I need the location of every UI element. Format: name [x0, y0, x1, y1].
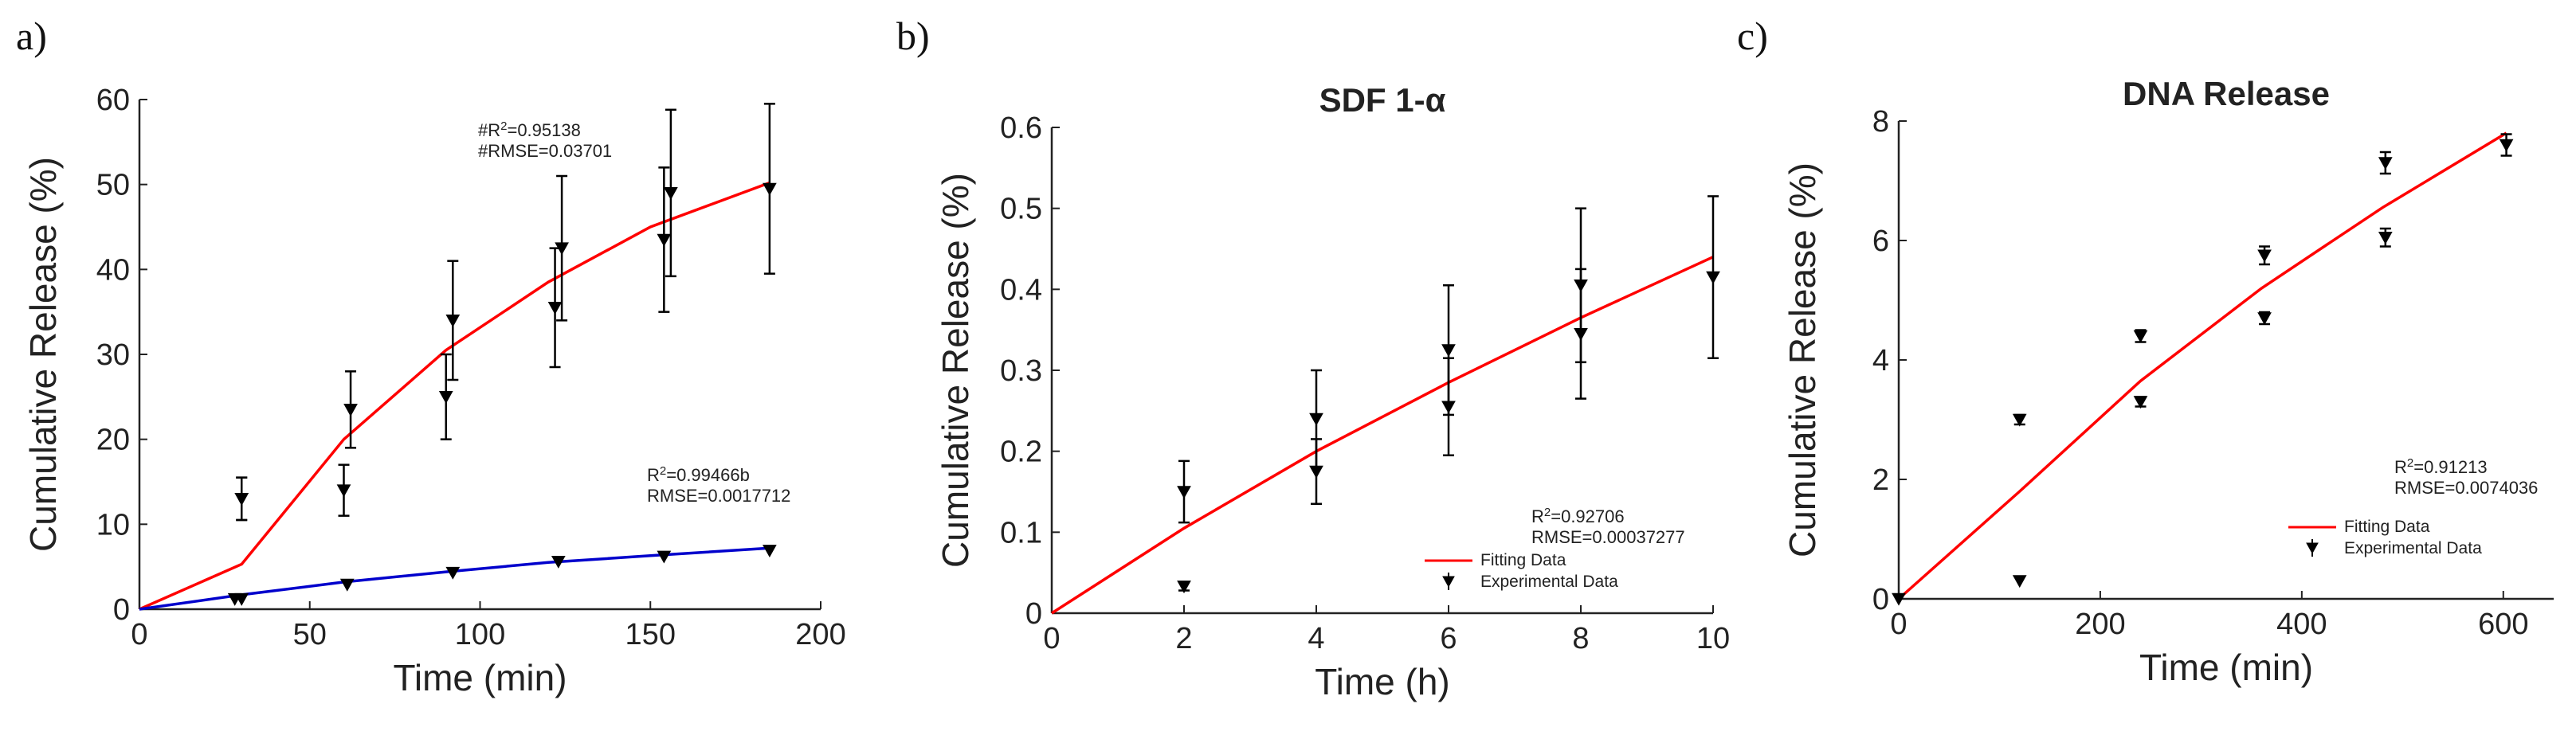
data-point-a [438, 391, 453, 404]
y-tick-label-b: 0.5 [1000, 193, 1042, 226]
x-tick-label-b: 10 [1696, 622, 1730, 655]
data-point-a [657, 233, 672, 247]
x-axis-label-a: Time (min) [393, 657, 567, 698]
y-tick-label-c: 8 [1872, 105, 1889, 139]
panel-label-b: b) [896, 14, 930, 58]
data-point-a [339, 578, 355, 592]
legend-label-exp-c: Experimental Data [2344, 539, 2482, 557]
data-point-a [336, 484, 351, 498]
annotation-rmse-a: RMSE=0.0017712 [647, 486, 790, 506]
x-axis-label-b: Time (h) [1315, 661, 1450, 702]
data-point-a [234, 493, 249, 506]
x-tick-label-c: 400 [2276, 608, 2327, 641]
y-tick-label-a: 40 [96, 253, 130, 287]
x-tick-label-a: 100 [455, 618, 505, 651]
data-point-c [2133, 330, 2148, 343]
legend-c: Fitting Data Experimental Data [2288, 518, 2482, 557]
chart-panel-b: b) SDF 1-α 0 2 4 6 8 10 0 0.1 0.2 0.3 0.4 0.5 0.6 Time … [896, 14, 1730, 702]
data-point-a [547, 302, 563, 315]
fit-line-c-1 [1897, 131, 2507, 600]
legend-label-exp-b: Experimental Data [1480, 573, 1618, 591]
x-tick-label-a: 0 [131, 618, 147, 651]
panel-label-c: c) [1737, 14, 1768, 58]
annotation-r2-b: R2=0.92706 [1531, 506, 1625, 527]
data-point-a [763, 545, 777, 558]
legend-label-fit-c: Fitting Data [2344, 518, 2430, 536]
x-tick-label-b: 6 [1440, 622, 1457, 655]
data-point-a [343, 404, 358, 416]
x-axis-label-c: Time (min) [2139, 647, 2313, 688]
x-tick-label-b: 8 [1572, 622, 1589, 655]
data-point-c [2012, 575, 2027, 588]
annotation-r2-c: R2=0.91213 [2394, 456, 2488, 478]
data-point-a [234, 592, 249, 606]
data-point-a [551, 555, 566, 569]
x-tick-label-b: 2 [1175, 622, 1192, 655]
data-point-c [2133, 396, 2148, 409]
data-point-a [445, 315, 461, 327]
data-point-c [2012, 413, 2027, 427]
data-point-a [445, 566, 461, 580]
legend-label-fit-b: Fitting Data [1480, 551, 1566, 569]
data-point-c [2378, 231, 2393, 244]
annotation-rmse-a: #RMSE=0.03701 [478, 141, 612, 161]
data-point-b [1706, 271, 1720, 284]
data-point-b [1309, 413, 1323, 426]
legend-b: Fitting Data Experimental Data [1425, 551, 1618, 591]
data-point-b [1574, 279, 1588, 292]
data-point-c [2378, 157, 2393, 170]
y-tick-label-a: 10 [96, 508, 130, 542]
x-tick-label-c: 600 [2478, 608, 2528, 641]
y-tick-label-b: 0.3 [1000, 354, 1042, 388]
x-tick-label-a: 50 [293, 618, 327, 651]
annotation-r2-a: R2=0.99466b [647, 464, 750, 486]
x-tick-label-a: 200 [795, 618, 845, 651]
y-tick-label-b: 0.4 [1000, 273, 1042, 307]
data-point-c [2257, 312, 2272, 326]
y-axis-label-b: Cumulative Release (%) [935, 173, 976, 568]
y-tick-label-a: 20 [96, 424, 130, 457]
data-point-c [1892, 592, 1906, 606]
data-point-b [1177, 581, 1191, 594]
annotation-rmse-b: RMSE=0.00037277 [1531, 527, 1685, 547]
y-tick-label-c: 4 [1872, 344, 1889, 377]
data-point-a [657, 550, 672, 564]
annotation-rmse-c: RMSE=0.0074036 [2394, 478, 2538, 498]
fit-line-b-1 [1051, 256, 1714, 615]
x-tick-label-b: 0 [1043, 622, 1060, 655]
x-tick-label-c: 0 [1890, 608, 1907, 641]
chart-title-c: DNA Release [2123, 75, 2330, 112]
x-tick-label-a: 150 [625, 618, 676, 651]
annotation-r2-a: #R2=0.95138 [478, 119, 581, 141]
data-point-c [2257, 249, 2272, 263]
y-tick-label-b: 0.2 [1000, 436, 1042, 469]
y-tick-label-c: 6 [1872, 225, 1889, 258]
chart-panel-c: c) DNA Release 0 200 400 600 0 2 4 6 8 Time (min) Cu… [1737, 14, 2554, 688]
data-point-a [763, 182, 777, 196]
y-tick-label-a: 50 [96, 169, 130, 202]
data-point-b [1441, 344, 1456, 358]
y-tick-label-b: 0.1 [1000, 516, 1042, 549]
x-tick-label-c: 200 [2075, 608, 2125, 641]
fit-line-a-1 [139, 181, 770, 611]
panel-label-a: a) [16, 14, 47, 58]
y-tick-label-b: 0 [1025, 597, 1042, 631]
y-tick-label-b: 0.6 [1000, 111, 1042, 145]
data-point-a [664, 187, 678, 200]
y-axis-label-a: Cumulative Release (%) [22, 157, 64, 552]
y-tick-label-a: 30 [96, 338, 130, 372]
y-tick-label-c: 2 [1872, 463, 1889, 497]
y-tick-label-a: 60 [96, 84, 130, 117]
y-tick-label-c: 0 [1872, 583, 1889, 616]
data-point-a [555, 242, 569, 256]
chart-panel-a: a) 0 50 100 150 200 0 10 20 30 40 50 60 Time (min) Cum… [16, 14, 846, 698]
data-point-c [2499, 139, 2514, 152]
chart-title-b: SDF 1-α [1319, 81, 1446, 119]
y-axis-label-c: Cumulative Release (%) [1782, 162, 1823, 557]
y-tick-label-a: 0 [113, 593, 130, 627]
data-point-b [1177, 486, 1191, 499]
x-tick-label-b: 4 [1308, 622, 1324, 655]
